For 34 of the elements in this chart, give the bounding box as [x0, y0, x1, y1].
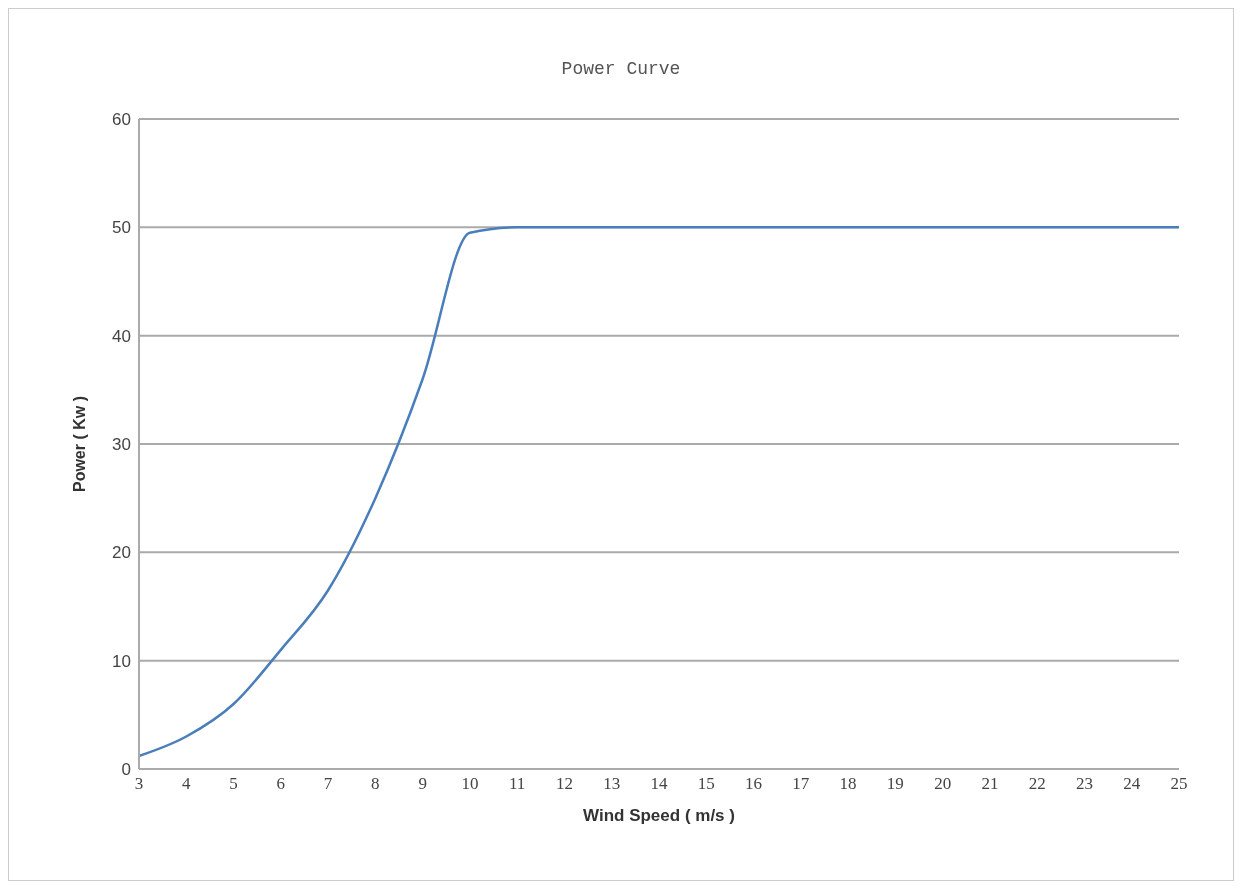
- x-tick-label: 13: [603, 774, 621, 794]
- x-tick-label: 3: [134, 774, 144, 794]
- x-tick-label: 18: [839, 774, 857, 794]
- y-tick-label: 10: [112, 651, 131, 671]
- x-tick-label: 5: [229, 774, 238, 794]
- x-tick-label: 19: [886, 774, 904, 794]
- y-axis-title: Power ( Kw ): [70, 395, 88, 493]
- x-tick-label: 7: [323, 774, 333, 794]
- x-tick-label: 20: [934, 774, 952, 794]
- chart-title: Power Curve: [560, 58, 682, 79]
- x-tick-label: 25: [1170, 774, 1188, 794]
- x-tick-label: 4: [182, 774, 192, 794]
- line-series: [137, 226, 1181, 758]
- y-tick-label: 20: [112, 543, 131, 563]
- x-tick-label: 12: [555, 774, 573, 794]
- x-axis-title: Wind Speed ( m/s ): [583, 806, 735, 825]
- y-tick-label: 60: [112, 110, 131, 130]
- x-tick-label: 10: [461, 774, 479, 794]
- y-tick-label: 40: [112, 326, 131, 346]
- y-tick-label: 30: [112, 435, 131, 455]
- x-tick-label: 9: [418, 774, 427, 794]
- x-tick-label: 8: [371, 774, 380, 794]
- x-tick-label: 21: [981, 774, 999, 794]
- x-tick-label: 24: [1123, 774, 1141, 794]
- x-tick-label: 17: [792, 774, 810, 794]
- x-tick-label: 11: [508, 774, 526, 794]
- x-tick-label: 14: [650, 774, 668, 794]
- x-tick-label: 23: [1075, 774, 1093, 794]
- x-tick-label: 15: [697, 774, 715, 794]
- y-tick-label: 50: [112, 218, 131, 238]
- x-tick-label: 22: [1028, 774, 1046, 794]
- x-tick-label: 16: [745, 774, 763, 794]
- x-tick-label: 6: [276, 774, 286, 794]
- y-tick-label: 0: [121, 760, 131, 780]
